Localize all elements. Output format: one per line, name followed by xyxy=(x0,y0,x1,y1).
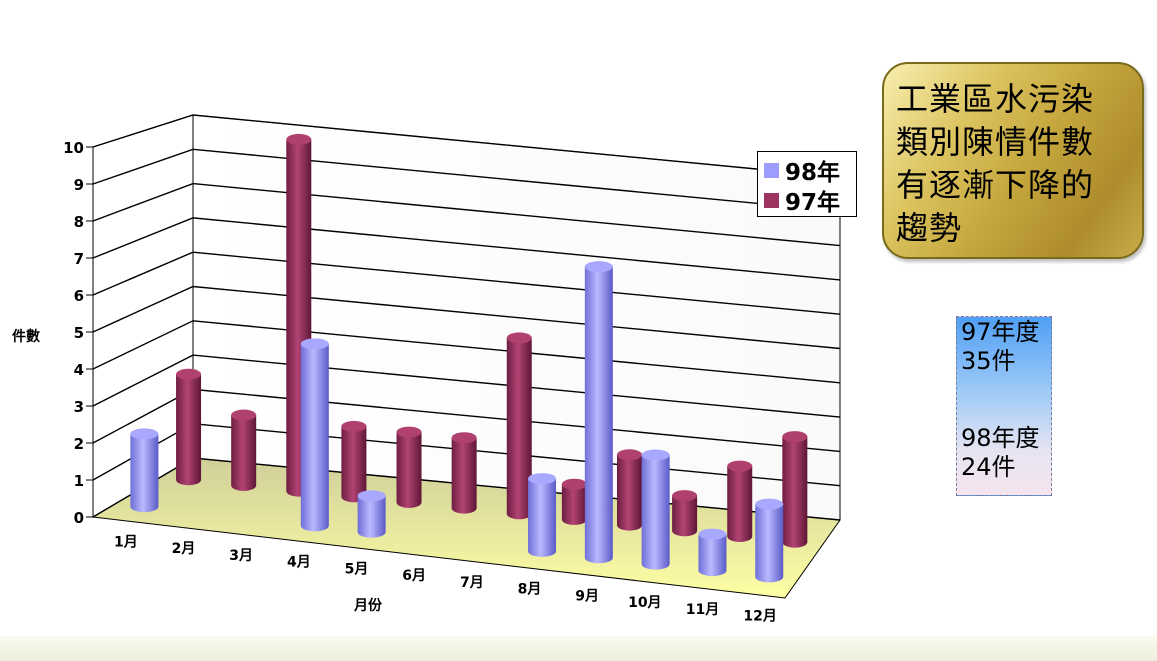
x-tick-label: 2月 xyxy=(172,541,196,557)
x-tick-label: 6月 xyxy=(402,568,426,584)
bottom-strip xyxy=(0,636,1157,661)
legend-label-98: 98年 xyxy=(785,160,841,186)
total-97-count: 35件 xyxy=(961,347,1016,375)
y-tick-label: 0 xyxy=(74,509,84,527)
y-tick-label: 2 xyxy=(74,435,84,453)
bar-98年-1月 xyxy=(130,428,159,513)
bar-98年-12月 xyxy=(755,498,784,583)
chart-legend: 98年 97年 xyxy=(757,151,857,217)
bar-97年-11月 xyxy=(727,460,753,542)
legend-label-97: 97年 xyxy=(785,190,841,216)
note-line: 工業區水污染 xyxy=(896,80,1095,118)
x-tick-label: 8月 xyxy=(518,582,542,598)
x-tick-label: 5月 xyxy=(345,561,369,577)
trend-note-text: 工業區水污染 類別陳情件數 有逐漸下降的 趨勢 xyxy=(896,78,1126,250)
y-tick-label: 10 xyxy=(63,139,84,157)
x-tick-label: 3月 xyxy=(229,548,253,564)
chart-labels: 0 1 2 3 4 5 6 7 8 9 10 1月 2月 3月 4月 5月 6月 7月 8月 9月 10月 11月 12月 xyxy=(63,139,777,625)
y-tick-label: 1 xyxy=(74,472,84,490)
trend-note-callout: 工業區水污染 類別陳情件數 有逐漸下降的 趨勢 xyxy=(882,62,1144,259)
bar-98年-9月 xyxy=(584,261,613,564)
gridline xyxy=(92,320,841,384)
gridline xyxy=(92,285,841,350)
bar-98年-8月 xyxy=(528,473,557,557)
bar-97年-6月 xyxy=(451,432,477,514)
bar-97年-10月 xyxy=(672,490,698,537)
gridline xyxy=(92,251,841,315)
gridline xyxy=(92,182,841,247)
gridline xyxy=(92,114,841,178)
bar-98年-11月 xyxy=(698,528,727,576)
bar-97年-1月 xyxy=(176,368,202,486)
y-tick-label: 9 xyxy=(74,176,84,194)
bar-97年-2月 xyxy=(231,409,257,491)
note-line: 有逐漸下降的 xyxy=(896,166,1095,204)
total-98-label: 98年度 xyxy=(961,424,1040,452)
bar-97年-12月 xyxy=(782,431,808,548)
gridline xyxy=(92,217,841,281)
x-tick-label: 9月 xyxy=(575,588,599,604)
total-97-label: 97年度 xyxy=(961,318,1040,346)
bar-98年-4月 xyxy=(300,338,329,532)
legend-item-98: 98年 xyxy=(764,156,841,186)
x-tick-label: 7月 xyxy=(460,575,484,591)
x-tick-label: 11月 xyxy=(686,602,719,618)
y-axis-title: 件數 xyxy=(12,328,40,345)
bar-97年-5月 xyxy=(396,426,422,508)
bar-97年-9月 xyxy=(616,449,642,531)
bar-97年-7月 xyxy=(506,332,532,520)
legend-item-97: 97年 xyxy=(764,186,841,216)
note-line: 類別陳情件數 xyxy=(896,123,1095,161)
legend-swatch-97 xyxy=(764,192,779,208)
bar-97年-8月 xyxy=(561,478,587,525)
legend-swatch-98 xyxy=(764,162,779,178)
x-axis-title: 月份 xyxy=(353,597,383,614)
y-tick-label: 7 xyxy=(74,250,84,268)
y-tick-label: 8 xyxy=(74,213,84,231)
x-tick-label: 12月 xyxy=(743,609,776,625)
y-tick-label: 6 xyxy=(74,287,84,305)
chart-bars xyxy=(130,133,808,583)
yearly-totals-box: 97年度 35件 98年度 24件 xyxy=(956,316,1052,496)
note-line: 趨勢 xyxy=(896,209,963,247)
bar-98年-10月 xyxy=(641,449,670,570)
x-tick-label: 10月 xyxy=(628,595,661,611)
y-tick-label: 3 xyxy=(74,398,84,416)
y-tick-label: 4 xyxy=(74,361,84,379)
gridline xyxy=(92,354,841,418)
total-98-count: 24件 xyxy=(961,453,1016,481)
bar-98年-5月 xyxy=(357,490,386,538)
bar-97年-4月 xyxy=(341,420,367,503)
gridline xyxy=(92,148,841,212)
x-tick-label: 4月 xyxy=(287,555,311,571)
y-tick-label: 5 xyxy=(74,324,84,342)
x-tick-label: 1月 xyxy=(114,534,138,550)
